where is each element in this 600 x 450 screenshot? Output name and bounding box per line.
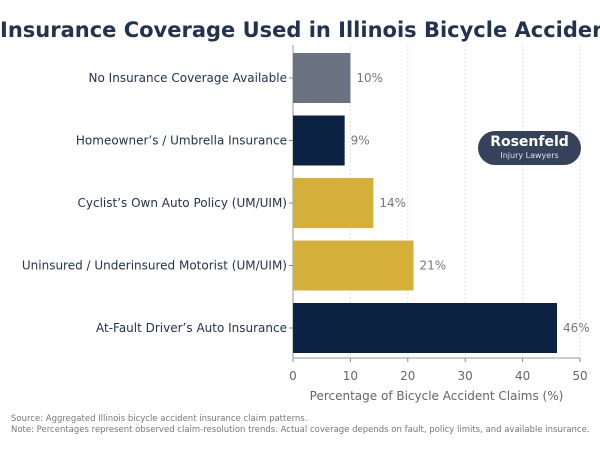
data-label: 46% [563,321,590,335]
bar [293,178,374,228]
y-category-label: Cyclist’s Own Auto Policy (UM/UIM) [78,196,288,210]
x-axis-label: Percentage of Bicycle Accident Claims (%… [310,389,564,403]
bar [293,115,345,166]
x-tick-label: 30 [458,369,473,383]
y-category-label: No Insurance Coverage Available [89,71,287,85]
footer-source: Source: Aggregated Illinois bicycle acci… [11,414,308,424]
y-category-label: Uninsured / Underinsured Motorist (UM/UI… [22,259,287,273]
data-label: 9% [351,134,370,148]
data-label: 21% [420,259,447,273]
bar [293,303,558,353]
bar [293,240,414,291]
bar [293,53,351,103]
rosenfeld-logo: Rosenfeld Injury Lawyers [478,131,581,165]
x-tick-label: 10 [343,369,358,383]
chart-title: Insurance Coverage Used in Illinois Bicy… [0,18,600,42]
data-label: 14% [379,196,406,210]
x-tick-label: 20 [400,369,415,383]
logo-line1: Rosenfeld [490,134,569,150]
x-tick-label: 40 [515,369,530,383]
footer-note: Note: Percentages represent observed cla… [11,425,590,435]
y-category-label: At-Fault Driver’s Auto Insurance [96,321,287,335]
x-tick-label: 0 [289,369,297,383]
logo-line2: Injury Lawyers [500,151,559,160]
y-category-label: Homeowner’s / Umbrella Insurance [76,134,287,148]
data-label: 10% [356,71,383,85]
x-tick-label: 50 [572,369,587,383]
